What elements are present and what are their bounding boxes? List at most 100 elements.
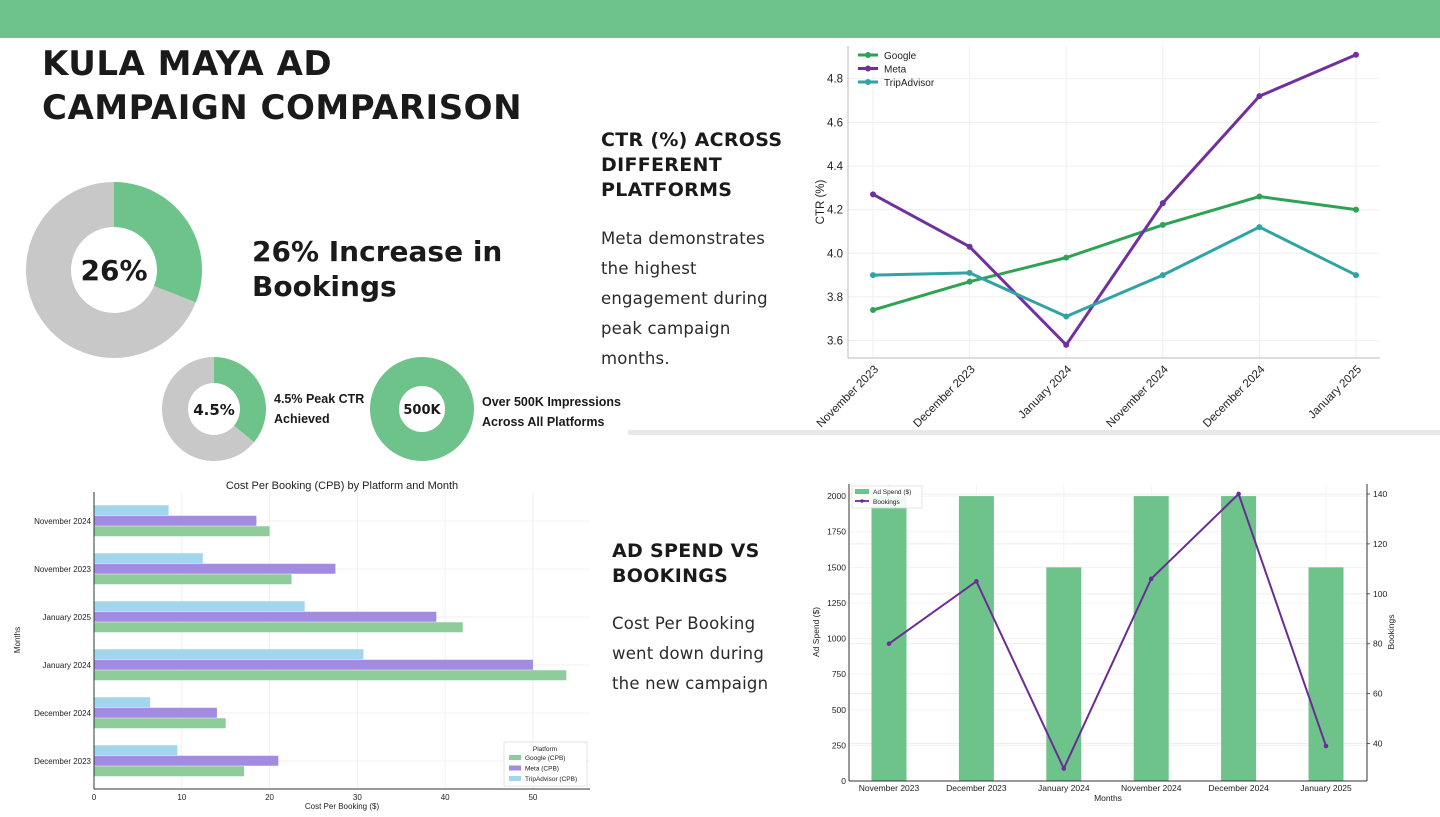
x-tick-label: 40	[441, 793, 450, 802]
data-point	[966, 243, 973, 250]
y2-tick-label: 120	[1373, 539, 1387, 549]
y-tick-label: 3.6	[827, 336, 843, 348]
bookings-point	[974, 579, 979, 584]
donut-filled-segment	[214, 357, 266, 443]
legend-title: Platform	[533, 746, 557, 753]
y-tick-label: November 2024	[34, 517, 91, 526]
donut-remaining-segment	[162, 357, 255, 461]
section-divider	[628, 430, 1440, 435]
y-axis-label: CTR (%)	[815, 179, 827, 224]
legend-marker	[865, 65, 871, 72]
bar-google	[94, 718, 226, 729]
bar-meta	[94, 659, 533, 670]
ctr-section-body: Meta demonstrates the highest engagement…	[601, 229, 768, 368]
x-tick-label: December 2023	[911, 364, 977, 430]
spend-section-heading: AD SPEND VS BOOKINGS	[612, 540, 760, 587]
x-tick-label: 0	[92, 793, 97, 802]
ad-spend-bar	[871, 496, 907, 781]
header-accent-bar	[0, 0, 1440, 38]
bar-tripadvisor	[94, 697, 151, 708]
y-tick-label: 500	[832, 705, 846, 715]
x-axis-label: Cost Per Booking ($)	[305, 802, 380, 811]
x-tick-label: December 2024	[1201, 363, 1268, 430]
y-tick-label: 0	[841, 776, 846, 786]
chart-title: Cost Per Booking (CPB) by Platform and M…	[226, 480, 458, 492]
bookings-line	[888, 492, 1327, 771]
x-tick-label: November 2023	[859, 783, 920, 793]
y-tick-label: 1750	[827, 527, 846, 537]
legend-marker	[865, 79, 871, 85]
ctr-kpi-label: 4.5% Peak CTR Achieved	[274, 392, 365, 426]
y-tick-label: 3.8	[827, 292, 843, 304]
bookings-point	[1236, 491, 1241, 497]
bar-google	[94, 526, 270, 537]
spend-section-body: Cost Per Booking went down during the ne…	[612, 614, 769, 693]
series-line-meta	[872, 53, 1357, 348]
x-axis-label: Months	[1094, 793, 1122, 803]
y-tick-label: 4.8	[827, 74, 843, 86]
bookings-point	[1148, 576, 1154, 582]
legend-swatch	[855, 489, 869, 494]
y2-tick-label: 40	[1373, 739, 1383, 749]
x-tick-label: January 2024	[1017, 363, 1075, 421]
data-point	[1159, 221, 1166, 228]
ad-spend-bar	[1308, 567, 1344, 781]
data-point	[1063, 254, 1070, 261]
data-point	[1353, 51, 1359, 58]
y-tick-label: December 2024	[34, 709, 91, 718]
y-tick-label: November 2023	[34, 565, 91, 574]
data-point	[1353, 272, 1359, 279]
x-tick-label: December 2024	[1208, 783, 1269, 793]
y-tick-label: 750	[832, 669, 846, 679]
legend-label: Google (CPB)	[525, 755, 565, 762]
data-point	[870, 191, 876, 198]
donut-remaining-segment	[26, 182, 196, 358]
ad-spend-bar	[1221, 496, 1257, 781]
impressions-donut-value: 500K	[403, 403, 441, 418]
legend-label: TripAdvisor	[884, 78, 935, 89]
x-tick-label: January 2024	[1038, 783, 1090, 793]
legend-swatch	[509, 776, 521, 781]
bookings-point	[1323, 743, 1329, 749]
bookings-kpi-label: 26% Increase in Bookings	[252, 235, 503, 303]
y-tick-label: January 2025	[43, 613, 92, 622]
x-tick-label: 10	[177, 793, 186, 802]
bar-google	[94, 670, 567, 681]
y2-tick-label: 60	[1373, 689, 1383, 699]
bookings-point	[886, 641, 892, 647]
legend-label: Bookings	[873, 499, 900, 506]
y-tick-label: 1250	[827, 598, 846, 608]
data-point	[1353, 206, 1359, 213]
legend-label: TripAdvisor (CPB)	[525, 776, 577, 783]
bar-meta	[94, 515, 257, 526]
ad-spend-bar	[1046, 567, 1082, 781]
x-tick-label: January 2025	[1300, 783, 1352, 793]
x-tick-label: 20	[265, 793, 274, 802]
legend-swatch	[509, 765, 521, 771]
bookings-donut: 26%	[24, 180, 204, 360]
y-tick-label: 1500	[827, 562, 846, 572]
y-tick-label: 2000	[827, 491, 846, 501]
bar-google	[94, 766, 245, 777]
x-tick-label: November 2024	[1105, 363, 1172, 430]
y-tick-label: 1000	[827, 634, 846, 644]
data-point	[966, 269, 973, 276]
data-point	[1256, 193, 1263, 200]
x-tick-label: November 2024	[1121, 783, 1182, 793]
legend-label: Meta	[884, 65, 907, 76]
bar-google	[94, 622, 463, 633]
bar-tripadvisor	[94, 649, 364, 660]
bookings-donut-value: 26%	[80, 254, 147, 287]
ad-spend-bar	[1133, 496, 1169, 781]
data-point	[870, 307, 876, 313]
data-point	[966, 278, 973, 285]
y-tick-label: January 2024	[43, 661, 92, 670]
data-point	[870, 272, 876, 279]
y2-axis-label: Bookings	[1386, 615, 1396, 650]
y2-tick-label: 80	[1373, 639, 1383, 649]
legend-label: Meta (CPB)	[525, 766, 559, 773]
y2-tick-label: 140	[1373, 489, 1387, 499]
data-point	[1063, 313, 1070, 320]
y-tick-label: 4.6	[827, 117, 843, 129]
y-axis-label: Months	[13, 627, 22, 653]
